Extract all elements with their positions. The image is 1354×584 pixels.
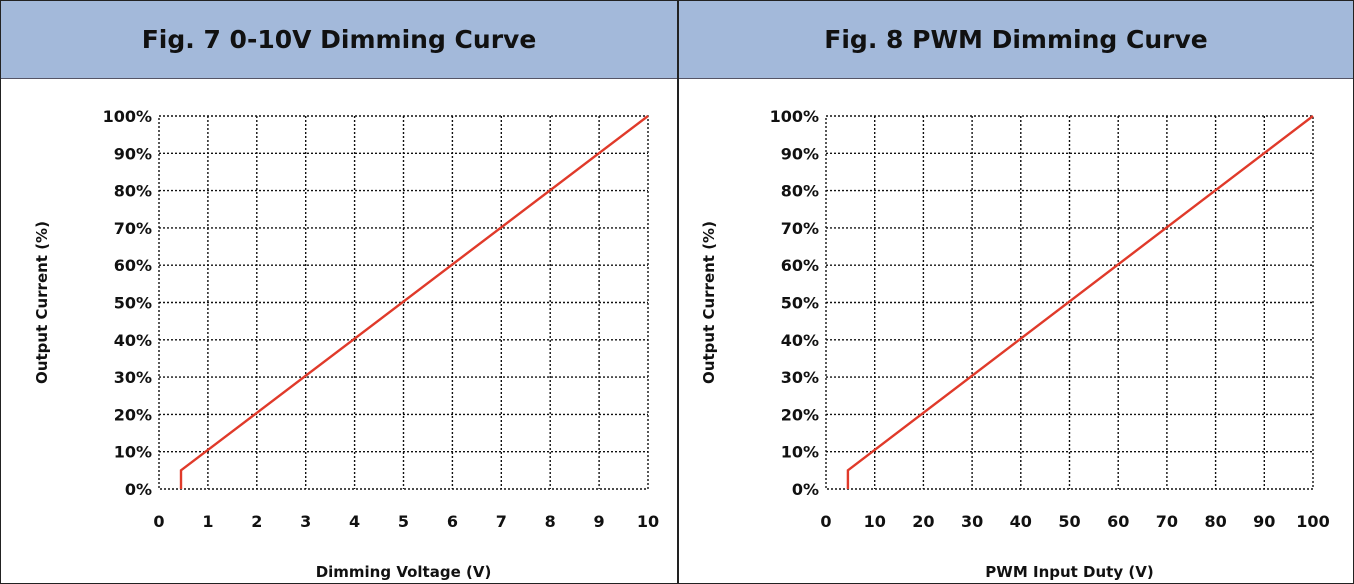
y-tick-label: 40% — [781, 331, 819, 350]
y-tick-label: 60% — [114, 256, 152, 275]
x-tick-label: 100 — [1296, 512, 1329, 531]
panel-header: Fig. 7 0-10V Dimming Curve — [1, 1, 677, 79]
x-tick-label: 70 — [1156, 512, 1178, 531]
dimming-curve-chart: 0% 10% 20% 30% 40% 50% 60% 70% 80% 90% 100% 0 1 2 3 4 5 6… — [33, 107, 659, 581]
y-tick-label: 20% — [114, 405, 152, 424]
y-tick-label: 90% — [114, 144, 152, 163]
plot-frame — [825, 115, 1314, 490]
x-tick-label: 8 — [545, 512, 556, 531]
x-tick-label: 10 — [864, 512, 886, 531]
dimming-curve-line — [179, 115, 649, 489]
y-tick-label: 0% — [792, 480, 819, 499]
y-tick-label: 0% — [125, 480, 152, 499]
x-tick-label: 7 — [496, 512, 507, 531]
chart-panel-pwm: Fig. 8 PWM Dimming Curve 0% 10% 20% 30% 40% 5… — [677, 1, 1353, 583]
y-tick-label: 20% — [781, 405, 819, 424]
chart-title: Fig. 8 PWM Dimming Curve — [824, 25, 1208, 54]
x-tick-label: 0 — [153, 512, 164, 531]
chart-title: Fig. 7 0-10V Dimming Curve — [141, 25, 537, 54]
chart-panel-0-10v: Fig. 7 0-10V Dimming Curve 0% 10% 20% 30% 40… — [1, 1, 677, 583]
x-tick-label: 1 — [202, 512, 213, 531]
y-axis-label: Output Current (%) — [700, 221, 718, 384]
y-tick-label: 40% — [114, 331, 152, 350]
y-tick-label: 50% — [781, 294, 819, 313]
x-tick-label: 10 — [637, 512, 659, 531]
y-tick-label: 10% — [781, 443, 819, 462]
y-tick-label: 100% — [770, 107, 819, 126]
y-tick-label: 70% — [781, 219, 819, 238]
x-tick-label: 20 — [912, 512, 934, 531]
y-tick-label: 90% — [781, 144, 819, 163]
y-tick-label: 100% — [103, 107, 152, 126]
x-tick-label: 90 — [1253, 512, 1275, 531]
y-tick-label: 80% — [781, 182, 819, 201]
x-tick-label: 0 — [820, 512, 831, 531]
y-tick-label: 30% — [781, 368, 819, 387]
dimming-curve-line — [846, 115, 1314, 489]
x-axis-label: Dimming Voltage (V) — [316, 563, 492, 581]
y-tick-label: 60% — [781, 256, 819, 275]
x-axis-label: PWM Input Duty (V) — [985, 563, 1153, 581]
x-tick-label: 6 — [447, 512, 458, 531]
x-tick-label: 9 — [594, 512, 605, 531]
y-tick-label: 50% — [114, 294, 152, 313]
x-tick-label: 30 — [961, 512, 983, 531]
y-tick-label: 70% — [114, 219, 152, 238]
x-tick-label: 80 — [1204, 512, 1226, 531]
x-tick-label: 5 — [398, 512, 409, 531]
plot-frame — [158, 115, 649, 490]
x-tick-label: 3 — [300, 512, 311, 531]
x-tick-label: 4 — [349, 512, 360, 531]
x-tick-label: 60 — [1107, 512, 1129, 531]
y-axis-label: Output Current (%) — [33, 221, 51, 384]
x-tick-label: 2 — [251, 512, 262, 531]
x-tick-label: 40 — [1010, 512, 1032, 531]
pwm-curve-chart: 0% 10% 20% 30% 40% 50% 60% 70% 80% 90% 100% 0 10 20 30… — [700, 107, 1330, 581]
x-tick-label: 50 — [1058, 512, 1080, 531]
y-tick-label: 10% — [114, 443, 152, 462]
y-tick-label: 30% — [114, 368, 152, 387]
y-tick-label: 80% — [114, 182, 152, 201]
panel-header: Fig. 8 PWM Dimming Curve — [679, 1, 1353, 79]
